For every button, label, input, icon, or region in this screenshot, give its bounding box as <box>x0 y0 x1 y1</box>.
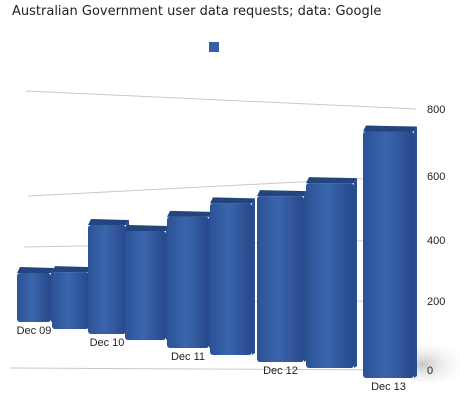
bar-side <box>354 178 357 368</box>
bar-top <box>306 177 357 184</box>
gridline <box>27 175 417 197</box>
x-tick-label: Dec 12 <box>263 365 298 377</box>
bar-front <box>88 224 126 334</box>
bar-top <box>363 125 417 132</box>
gridline <box>9 367 417 371</box>
bar-front <box>125 230 166 340</box>
bars <box>17 125 417 379</box>
bar-top <box>210 197 255 204</box>
legend-swatch <box>209 42 219 52</box>
y-tick-labels: 0 200 400 600 800 <box>427 104 445 377</box>
bar-top <box>257 190 307 197</box>
y-tick-label: 400 <box>427 235 445 247</box>
y-tick-label: 800 <box>427 104 445 116</box>
y-tick-label: 200 <box>427 296 445 308</box>
bar <box>257 190 307 362</box>
bar <box>88 218 129 334</box>
bar-top <box>167 210 212 217</box>
y-tick-label: 600 <box>427 171 445 183</box>
y-tick-label: 0 <box>427 365 433 377</box>
bar-side <box>252 198 255 355</box>
x-tick-label: Dec 11 <box>171 351 205 363</box>
bar <box>52 266 92 329</box>
x-tick-label: Dec 13 <box>371 381 406 393</box>
bar-side <box>414 126 417 379</box>
bar <box>17 267 54 322</box>
bar <box>306 177 357 368</box>
bar <box>363 125 417 379</box>
bar-front <box>363 131 414 378</box>
bar-front <box>167 216 209 348</box>
legend <box>209 42 219 52</box>
bar-front <box>210 203 252 355</box>
bar <box>167 210 212 348</box>
bar-top <box>125 224 169 231</box>
x-tick-label: Dec 10 <box>90 337 125 349</box>
chart-title: Australian Government user data requests… <box>12 4 382 19</box>
bar <box>125 224 169 340</box>
bar-front <box>17 273 51 322</box>
bar-front <box>306 183 354 368</box>
x-tick-label: Dec 09 <box>17 325 52 337</box>
bar-front <box>257 196 304 362</box>
bar-top <box>17 267 54 274</box>
bar-top <box>52 266 92 273</box>
x-tick-labels: Dec 09 Dec 10 Dec 11 Dec 12 Dec 13 <box>17 325 406 393</box>
bar-top <box>88 218 129 225</box>
bar-front <box>52 272 89 329</box>
gridline <box>25 90 417 110</box>
bar <box>210 197 255 355</box>
